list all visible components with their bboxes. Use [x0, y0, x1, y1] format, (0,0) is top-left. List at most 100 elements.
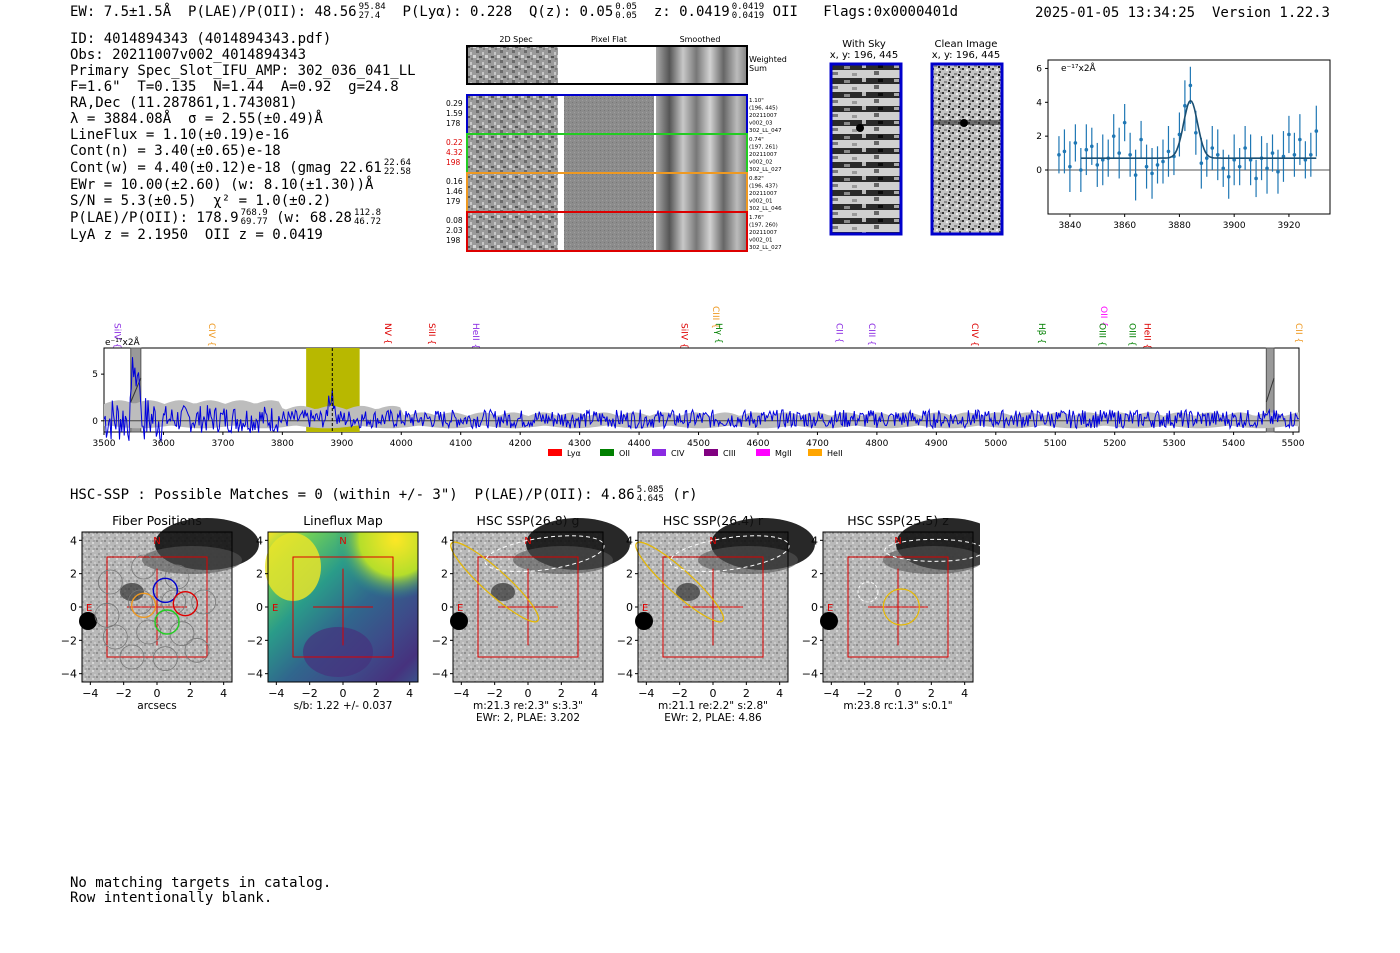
bright-star — [79, 612, 97, 630]
hsc-caption: m:21.1 re:2.2" s:2.8" — [658, 700, 768, 712]
info-contw: Cont(w) = 4.40(±0.12)e-18 (gmag 22.61 22.… — [70, 159, 416, 177]
cutout-flat — [564, 96, 654, 133]
fiber-circle — [119, 644, 145, 670]
search-box — [847, 556, 949, 658]
spectrum-body — [103, 347, 1300, 443]
info-params: F=1.6" T=0.135 N=1.44 A=0.92 g=24.8 — [70, 79, 399, 95]
emission-line-name: CIII { — [866, 323, 876, 346]
fit-point — [1237, 164, 1242, 169]
fit-point — [1204, 156, 1209, 160]
cutout-smooth — [656, 213, 746, 250]
spectrum-xtick-label: 5100 — [1044, 439, 1067, 449]
fit-point — [1144, 164, 1149, 169]
hsc-xtick-label: 4 — [406, 687, 413, 700]
fit-point — [1287, 132, 1291, 137]
hsc-ytick-label: −2 — [617, 634, 633, 647]
spectrum-ytick-label: 5 — [92, 370, 98, 380]
header-plae-hi: 95.84 — [358, 2, 386, 12]
spectrum-xtick-label: 3800 — [271, 439, 294, 449]
hsc-caption: m:23.8 rc:1.3" s:0.1" — [843, 700, 952, 712]
info-plae-w: (w: 68.28 — [276, 210, 352, 226]
legend-label: OII — [619, 449, 630, 458]
header-q: Q(z): 0.05 — [528, 4, 614, 20]
spectrum-xtick-label: 3700 — [211, 439, 234, 449]
fiber-highlight — [172, 590, 199, 617]
hsc-ytick-label: 2 — [626, 568, 633, 581]
cutout-left-value: 0.16 — [446, 177, 463, 186]
hsc-ytick-label: 2 — [256, 568, 263, 581]
fiber-circle — [152, 646, 178, 672]
fit-xtick-label: 3900 — [1223, 221, 1246, 231]
fit-marks — [1057, 66, 1319, 201]
spectrum-xtick-label: 3900 — [330, 439, 353, 449]
emission-line-name: CIII { — [710, 306, 720, 329]
header-z-hi: 0.0419 — [731, 2, 765, 12]
hsc-ytick-label: −2 — [61, 634, 77, 647]
cutout-left-value: 0.08 — [446, 216, 463, 225]
info-radec: RA,Dec (11.287861,1.743081) — [70, 95, 298, 111]
fit-point — [1226, 174, 1231, 179]
fit-point — [1188, 83, 1193, 88]
emission-line-label: SiII { — [426, 323, 436, 345]
cutout-left-value: 4.32 — [446, 148, 463, 157]
info-obs: Obs: 20211007v002_4014894343 — [70, 47, 307, 63]
emission-line-name: OIII { — [1097, 323, 1107, 347]
hsc-xtick-label: 2 — [373, 687, 380, 700]
cutout-right-value: 1.76" — [749, 215, 764, 221]
legend-label: CIII — [723, 449, 736, 458]
info-lambda: λ = 3884.08Å σ = 2.55(±0.49)Å — [70, 111, 323, 127]
fit-gaussian-curve — [1080, 99, 1317, 159]
hsc-ytick-label: −2 — [802, 634, 818, 647]
col-pixel-flat: Pixel Flat — [591, 35, 627, 44]
fiber-circle — [184, 637, 210, 663]
spectrum-xtick-label: 5200 — [1103, 439, 1126, 449]
cutout-2d — [468, 213, 558, 250]
hsc-xtick-label: 0 — [154, 687, 161, 700]
emission-line-label: Hβ { — [1036, 323, 1046, 344]
north-marker: N — [153, 536, 160, 547]
emission-line-name: OIII { — [1126, 323, 1136, 347]
north-marker: N — [894, 536, 901, 547]
fit-point — [1062, 149, 1067, 154]
candidate-ellipse — [635, 541, 725, 623]
fit-point — [1292, 152, 1297, 157]
cutout-flat — [564, 213, 654, 250]
galaxy-ellipse — [857, 581, 879, 603]
hsc-ytick-label: 4 — [256, 534, 263, 547]
hsc-caption: EWr: 2, PLAE: 3.202 — [476, 712, 580, 724]
emission-line-label: CIV { — [969, 323, 979, 347]
emission-line-label: OII { — [1098, 306, 1108, 327]
fiber-circle — [127, 589, 153, 615]
candidate-ellipse — [450, 541, 540, 623]
fit-point — [1095, 163, 1100, 167]
cutout-smooth — [656, 135, 746, 172]
hsc-ytick-label: 4 — [70, 534, 77, 547]
hsc-panel-title: Lineflux Map — [303, 513, 383, 528]
hsc-ytick-label: −4 — [432, 668, 448, 681]
spectrum-xtick-label: 4300 — [568, 439, 591, 449]
info-contw-hi: 22.64 — [383, 158, 411, 168]
fit-point — [1111, 134, 1116, 138]
hsc-xtick-label: −2 — [672, 687, 688, 700]
spectrum-xtick-label: 5300 — [1163, 439, 1186, 449]
fit-point — [1309, 152, 1313, 157]
emission-line-name: SiIV { — [679, 323, 689, 349]
legend-label: Lyα — [567, 449, 581, 458]
info-plae-w-lo: 46.72 — [353, 217, 382, 227]
fiber-highlight — [152, 577, 179, 604]
search-box — [662, 556, 764, 658]
hsc-ytick-label: −2 — [432, 634, 448, 647]
fit-point — [1265, 166, 1269, 171]
galaxy-ellipse — [884, 538, 980, 562]
emission-line-name: NV { — [382, 323, 392, 344]
info-ewr: EWr = 10.00(±2.60) (w: 8.10(±1.30))Å — [70, 177, 374, 193]
fit-point — [1281, 154, 1286, 159]
emission-line-name: CII { — [1293, 323, 1303, 343]
info-plae-w-hi: 112.8 — [353, 208, 382, 218]
hsc-caption: arcsecs — [137, 700, 176, 712]
cutout-left-value: 198 — [446, 236, 461, 245]
